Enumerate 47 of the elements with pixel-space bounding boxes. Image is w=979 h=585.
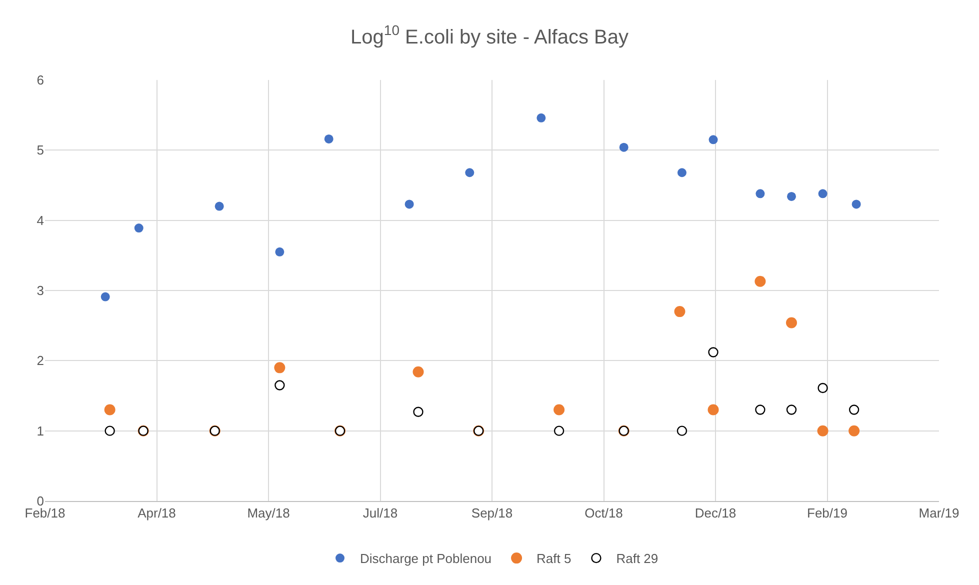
point: [708, 135, 718, 144]
point: [404, 200, 414, 209]
y-tick-label: 5: [36, 142, 44, 158]
x-tick-label: Mar/19: [918, 506, 960, 521]
point: [674, 306, 686, 318]
point: [786, 317, 797, 328]
point: [852, 200, 861, 209]
point: [274, 362, 286, 374]
y-tick-label: 3: [36, 283, 44, 298]
y-tick-label: 2: [36, 353, 44, 368]
point: [786, 192, 796, 201]
legend-label: Raft 29: [616, 551, 658, 566]
point: [412, 366, 424, 378]
point: [275, 247, 284, 256]
x-tick-label: Jul/18: [362, 506, 398, 521]
x-tick-label: Oct/18: [584, 506, 623, 521]
point: [214, 202, 224, 211]
x-tick-label: Apr/18: [138, 506, 176, 521]
x-tick-label: Feb/19: [807, 506, 848, 521]
y-tick-label: 1: [36, 423, 44, 438]
point: [465, 168, 474, 178]
point: [708, 347, 718, 358]
point: [756, 189, 765, 198]
point: [324, 134, 334, 144]
x-tick-label: May/18: [247, 506, 290, 521]
point: [554, 426, 564, 436]
y-tick-label: 4: [36, 212, 44, 228]
point: [754, 276, 766, 287]
chart-title: Log$^{10}$ E.coli by site - Alfacs Bay: [350, 22, 628, 48]
legend-label: Raft 5: [536, 551, 572, 566]
x-tick-label: Sep/18: [471, 506, 513, 521]
point: [708, 404, 719, 416]
x-tick-label: Dec/18: [694, 506, 736, 521]
legend-label: Discharge pt Poblenou: [360, 551, 492, 566]
point: [104, 404, 116, 416]
point: [100, 292, 110, 302]
point: [536, 113, 546, 122]
y-tick-label: 6: [36, 72, 44, 88]
point: [677, 168, 686, 178]
point: [676, 426, 688, 436]
point: [818, 189, 828, 198]
point: [619, 142, 628, 152]
point: [817, 425, 828, 436]
point: [848, 425, 860, 436]
point: [104, 426, 115, 436]
point: [554, 404, 565, 416]
point: [134, 224, 144, 233]
